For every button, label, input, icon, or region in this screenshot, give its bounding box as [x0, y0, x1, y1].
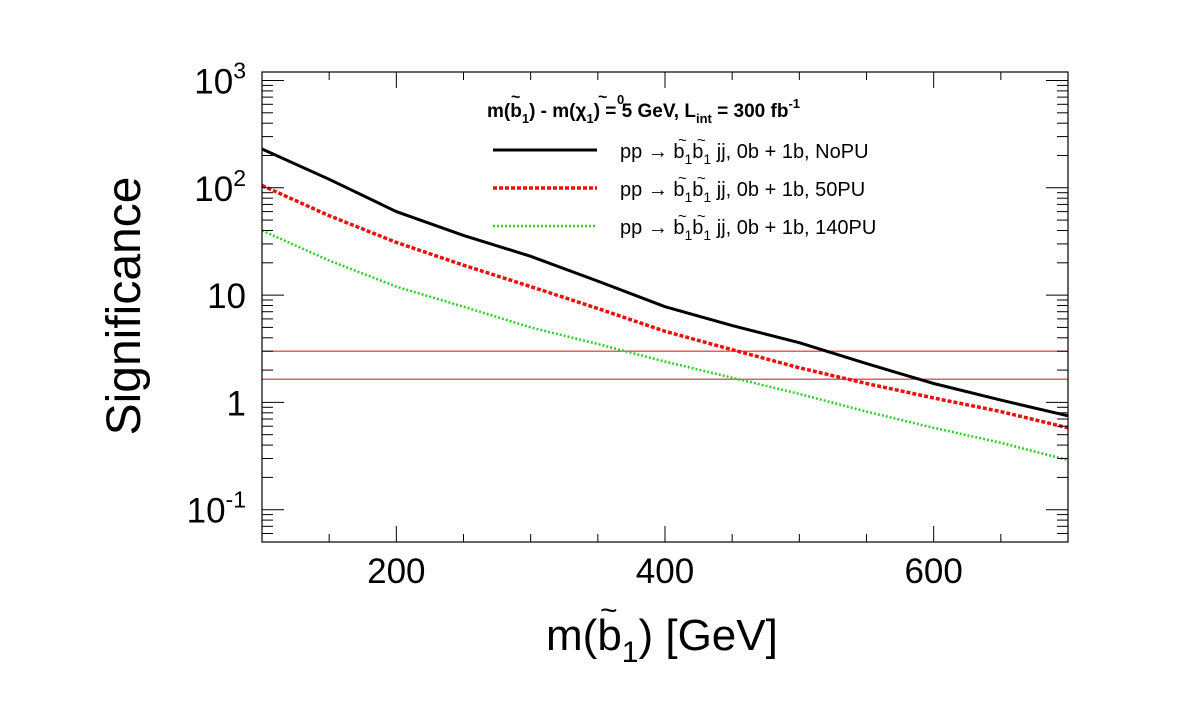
legend-header-chi-sup: 0 — [617, 92, 624, 107]
y-tick-label: 1 — [227, 384, 246, 423]
x-tick-label: 600 — [904, 552, 962, 591]
legend-tilde: ~ — [697, 170, 706, 187]
legend-label-NoPU: pp → b1b1 jj, 0b + 1b, NoPU — [620, 141, 869, 167]
legend-tilde: ~ — [697, 208, 706, 225]
legend-tilde: ~ — [678, 132, 687, 149]
y-tick-label: 102 — [194, 165, 246, 209]
series-50PU-line — [261, 183, 1069, 430]
y-tick-label: 10 — [207, 277, 246, 316]
series-NoPU-line — [261, 147, 1069, 418]
legend-header-tilde-b: ~ — [511, 89, 520, 106]
x-axis-title: m(b1) [GeV] — [546, 611, 778, 669]
x-tick-label: 400 — [636, 552, 694, 591]
legend-tilde: ~ — [697, 132, 706, 149]
x-axis-title-tilde: ~ — [600, 594, 618, 627]
legend-label-140PU: pp → b1b1 jj, 0b + 1b, 140PU — [620, 217, 876, 243]
y-tick-label: 103 — [194, 57, 246, 101]
series-140PU-line — [261, 229, 1069, 462]
legend-label-50PU: pp → b1b1 jj, 0b + 1b, 50PU — [620, 179, 865, 205]
y-axis-title: Significance — [98, 177, 151, 436]
legend-tilde: ~ — [678, 208, 687, 225]
y-tick-label: 10-1 — [187, 487, 246, 531]
x-tick-label: 200 — [367, 552, 425, 591]
legend-header-tilde-chi: ~ — [598, 89, 607, 106]
legend-tilde: ~ — [678, 170, 687, 187]
legend: m(b1) - m(χ1) = 5 GeV, Lint = 300 fb-1 ~… — [487, 89, 876, 243]
legend-header: m(b1) - m(χ1) = 5 GeV, Lint = 300 fb-1 — [487, 96, 800, 126]
